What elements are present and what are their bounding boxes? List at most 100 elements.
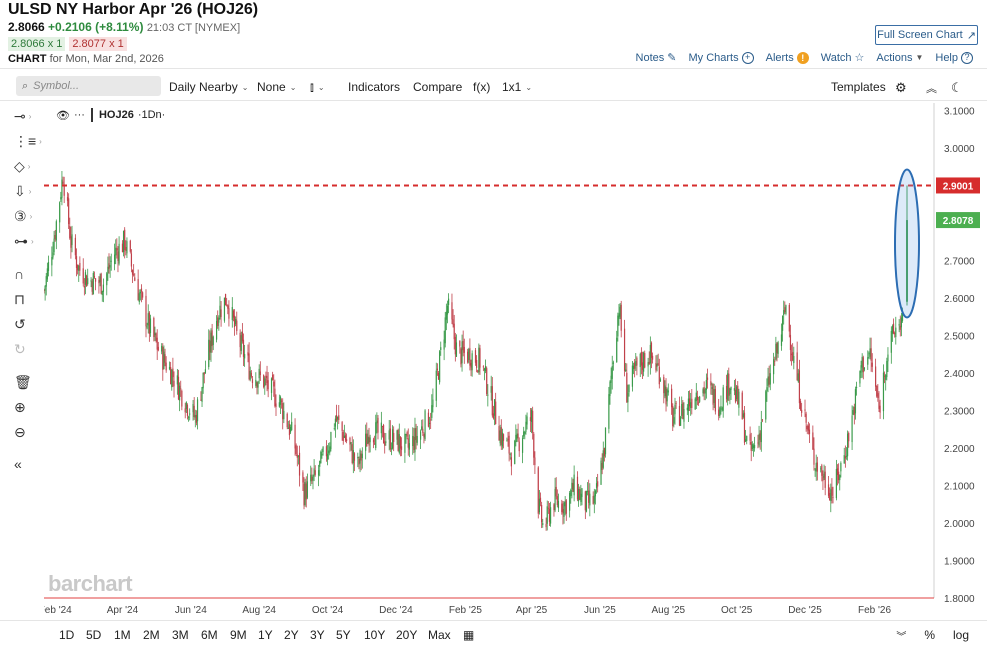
range-5d[interactable]: 5D xyxy=(86,628,102,642)
fib-tool[interactable]: ⋮≡ › xyxy=(14,131,42,151)
range-5y[interactable]: 5Y xyxy=(336,628,351,642)
my-charts-link[interactable]: My Charts + xyxy=(688,51,754,64)
unlock-icon[interactable]: ⊓ xyxy=(14,290,25,307)
undo-icon[interactable]: ↺ xyxy=(14,315,26,332)
eye-icon[interactable]: 👁 xyxy=(56,109,70,122)
line-tool[interactable]: ⊸ › xyxy=(14,106,42,126)
templates-button[interactable]: Templates xyxy=(831,80,886,94)
chart-type-dropdown[interactable]: ⫾ ⌄ xyxy=(310,80,325,95)
calendar-icon[interactable]: ▦ xyxy=(463,628,475,642)
candle-body xyxy=(816,462,818,472)
log-toggle[interactable]: log xyxy=(952,628,969,642)
collapse-left-icon[interactable]: « xyxy=(14,456,22,472)
daily-nearby-dropdown[interactable]: Daily Nearby ⌄ xyxy=(169,80,248,94)
candle-body xyxy=(317,470,320,476)
candle-body xyxy=(407,438,409,448)
range-2m[interactable]: 2M xyxy=(143,628,160,642)
count-tool[interactable]: ③ › xyxy=(14,206,42,226)
compare-button[interactable]: Compare xyxy=(413,80,462,94)
candle-body xyxy=(185,402,187,410)
measure-tool[interactable]: ⊶ › xyxy=(14,231,42,251)
redo-icon[interactable]: ↻ xyxy=(14,340,26,357)
candle-body xyxy=(74,237,76,256)
trash-icon[interactable]: 🗑 xyxy=(14,373,32,390)
candle-body xyxy=(683,409,685,422)
candle-body xyxy=(250,372,252,377)
dark-mode-icon[interactable]: ☾ xyxy=(951,80,963,95)
full-screen-chart-button[interactable]: Full Screen Chart ↗ xyxy=(875,25,978,45)
expand-down-icon[interactable]: ︾ xyxy=(896,632,907,643)
range-9m[interactable]: 9M xyxy=(230,628,247,642)
watch-link[interactable]: Watch ☆ xyxy=(821,51,865,65)
indicators-button[interactable]: Indicators xyxy=(348,80,400,94)
x-tick-label: Jun '25 xyxy=(584,605,616,616)
candle-body xyxy=(530,409,533,422)
range-1m[interactable]: 1M xyxy=(114,628,131,642)
range-2y[interactable]: 2Y xyxy=(284,628,299,642)
candle-body xyxy=(53,238,55,253)
candle-body xyxy=(557,500,560,509)
range-3m[interactable]: 3M xyxy=(172,628,189,642)
candle-body xyxy=(266,376,268,384)
candle-body xyxy=(170,367,172,385)
candle-body xyxy=(722,387,724,411)
magnet-icon[interactable]: ∩ xyxy=(14,266,25,282)
candle-body xyxy=(161,345,163,352)
candle-body xyxy=(147,313,149,326)
price-chart[interactable]: 3.10003.00002.90002.80002.70002.60002.50… xyxy=(44,103,987,618)
zoom-out-icon[interactable]: ⊖ xyxy=(14,423,26,440)
candle-body xyxy=(273,381,275,387)
candle-body xyxy=(468,349,470,361)
candle-body xyxy=(626,372,628,403)
candle-body xyxy=(204,369,206,373)
divider xyxy=(0,100,987,101)
divider xyxy=(0,68,987,69)
candle-body xyxy=(612,362,614,364)
candle-body xyxy=(639,353,641,368)
help-link[interactable]: Help? xyxy=(935,51,973,64)
range-10y[interactable]: 10Y xyxy=(364,628,386,642)
candle-body xyxy=(263,375,265,388)
resistance-label: 2.9001 xyxy=(943,181,974,192)
range-20y[interactable]: 20Y xyxy=(396,628,418,642)
range-3y[interactable]: 3Y xyxy=(310,628,325,642)
page-title: ULSD NY Harbor Apr '26 (HOJ26) xyxy=(8,1,259,18)
candle-body xyxy=(620,304,622,331)
range-6m[interactable]: 6M xyxy=(201,628,218,642)
candle-body xyxy=(537,467,539,514)
range-1y[interactable]: 1Y xyxy=(258,628,273,642)
candle-body xyxy=(749,434,751,441)
alerts-link[interactable]: Alerts! xyxy=(766,51,809,64)
range-1d[interactable]: 1D xyxy=(59,628,75,642)
candle-body xyxy=(223,297,226,321)
candle-body xyxy=(836,468,839,476)
fx-button[interactable]: f(x) xyxy=(473,80,490,94)
symbol-search-input[interactable]: ⌕ Symbol... xyxy=(16,76,161,96)
candle-body xyxy=(643,352,645,372)
zoom-in-icon[interactable]: ⊕ xyxy=(14,398,26,415)
candle-body xyxy=(760,421,762,443)
candle-body xyxy=(186,404,189,416)
candle-body xyxy=(397,429,399,451)
none-dropdown[interactable]: None ⌄ xyxy=(257,80,296,94)
collapse-up-icon[interactable]: ︽ xyxy=(926,83,937,95)
top-links: Notes ✎ My Charts + Alerts! Watch ☆ Actions… xyxy=(636,51,973,64)
notes-link[interactable]: Notes ✎ xyxy=(636,51,677,65)
candle-body xyxy=(439,351,441,383)
candle-body xyxy=(572,483,574,492)
layout-dropdown[interactable]: 1x1 ⌄ xyxy=(502,80,532,94)
percent-toggle[interactable]: % xyxy=(924,628,935,642)
candle-body xyxy=(168,366,171,370)
candle-body xyxy=(109,265,111,268)
actions-menu[interactable]: Actions ▼ xyxy=(876,51,923,64)
gear-icon[interactable]: ⚙ xyxy=(895,80,907,95)
candle-body xyxy=(259,371,261,375)
candle-body xyxy=(611,366,613,379)
candle-body xyxy=(131,270,134,275)
arrow-tool[interactable]: ⇩ › xyxy=(14,181,42,201)
range-max[interactable]: Max xyxy=(428,628,451,642)
shape-tool[interactable]: ◇ › xyxy=(14,156,42,176)
legend-menu-dots[interactable]: ··· xyxy=(73,109,85,121)
candle-body xyxy=(746,435,748,441)
candle-body xyxy=(855,386,858,389)
